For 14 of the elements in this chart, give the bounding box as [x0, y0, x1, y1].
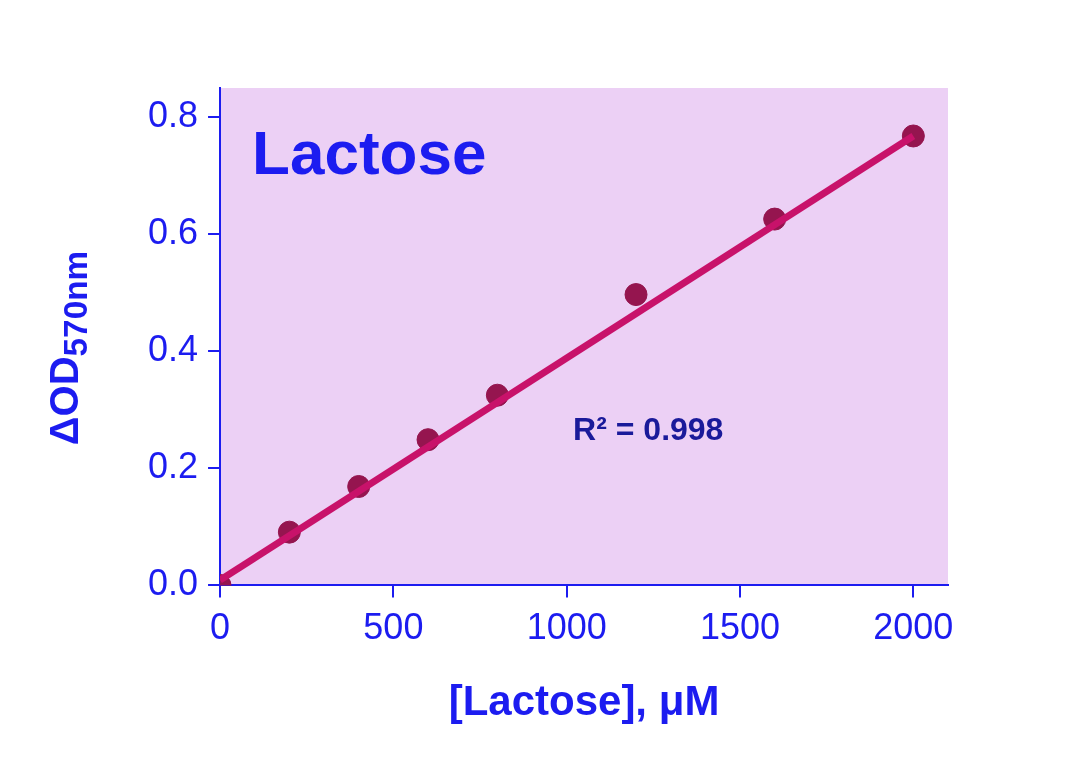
x-tick-label: 1500 [699, 605, 781, 647]
y-tick-label: 0.8 [148, 94, 199, 136]
y-tick-label: 0.4 [148, 328, 199, 370]
x-axis-title: [Lactose], μM [448, 677, 720, 725]
x-tick-label: 2000 [873, 605, 954, 647]
point [624, 283, 648, 307]
annotation: R² = 0.998 [573, 411, 724, 448]
y-tick-label: 0.6 [148, 211, 199, 253]
text: Lactose [252, 118, 487, 188]
x-tick-label: 500 [363, 605, 424, 647]
x-tick-label: 1000 [526, 605, 607, 647]
x-tick-label: 0 [210, 605, 231, 647]
y-tick-label: 0.2 [148, 445, 199, 487]
y-tick-label: 0.0 [148, 562, 199, 604]
